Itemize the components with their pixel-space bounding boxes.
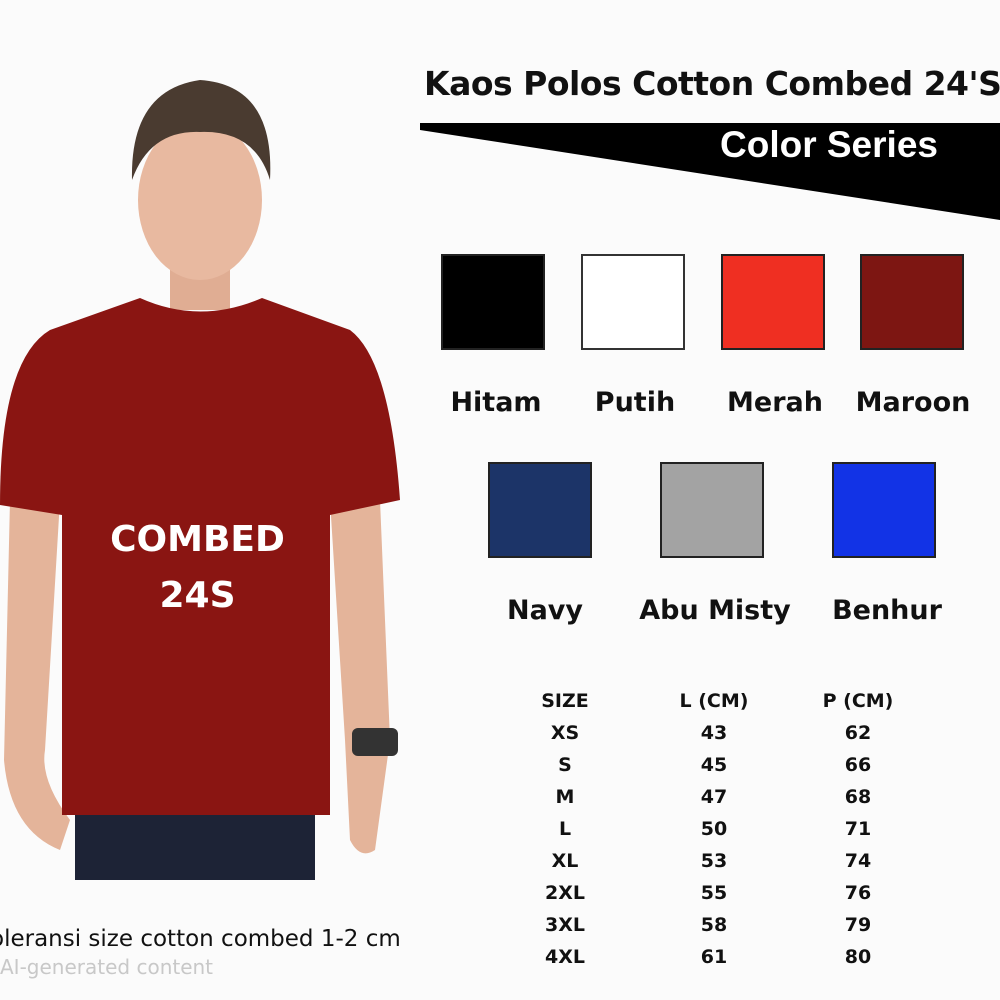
table-cell: 53 [700, 850, 728, 872]
swatch-putih [581, 254, 685, 350]
title-banner [420, 123, 1000, 220]
table-header: SIZE [541, 690, 589, 712]
swatch-benhur [832, 462, 936, 558]
ai-generated-label: AI-generated content [0, 955, 214, 979]
swatch-label: Hitam [450, 387, 542, 418]
table-cell: 3XL [545, 914, 585, 936]
table-cell: 61 [700, 946, 728, 968]
table-cell: 47 [700, 786, 728, 808]
shirt-print-line2: 24S [159, 575, 236, 616]
table-header: P (CM) [822, 690, 894, 712]
table-cell: 50 [700, 818, 728, 840]
shirt-print-line1: COMBED [110, 519, 285, 560]
table-cell: 45 [700, 754, 728, 776]
table-header: L (CM) [679, 690, 749, 712]
color-series-heading: Color Series [720, 124, 938, 165]
swatch-hitam [441, 254, 545, 350]
tolerance-note: oleransi size cotton combed 1-2 cm [0, 926, 401, 952]
table-cell: 66 [844, 754, 872, 776]
swatch-label: Abu Misty [639, 595, 791, 626]
swatch-merah [721, 254, 825, 350]
swatch-maroon [860, 254, 964, 350]
table-cell: 43 [700, 722, 728, 744]
swatch-navy [488, 462, 592, 558]
table-cell: 76 [844, 882, 872, 904]
swatch-label: Merah [727, 387, 823, 418]
product-title: Kaos Polos Cotton Combed 24'S [424, 64, 1000, 103]
swatch-label: Maroon [855, 387, 971, 418]
swatch-label: Benhur [832, 595, 942, 626]
table-cell: 4XL [545, 946, 585, 968]
table-cell: XL [551, 850, 579, 872]
swatch-label: Putih [594, 387, 676, 418]
model-photo [0, 80, 400, 880]
table-cell: 71 [844, 818, 872, 840]
table-cell: 68 [844, 786, 872, 808]
swatch-label: Navy [506, 595, 584, 626]
table-cell: XS [550, 722, 580, 744]
table-cell: 74 [844, 850, 872, 872]
table-cell: 62 [844, 722, 872, 744]
table-cell: S [558, 754, 572, 776]
table-cell: M [555, 786, 575, 808]
table-cell: 79 [844, 914, 872, 936]
shirt-print: COMBED 24S [60, 512, 335, 624]
table-cell: 55 [700, 882, 728, 904]
swatch-abu-misty [660, 462, 764, 558]
table-cell: L [558, 818, 572, 840]
table-cell: 80 [844, 946, 872, 968]
table-cell: 2XL [545, 882, 585, 904]
table-cell: 58 [700, 914, 728, 936]
